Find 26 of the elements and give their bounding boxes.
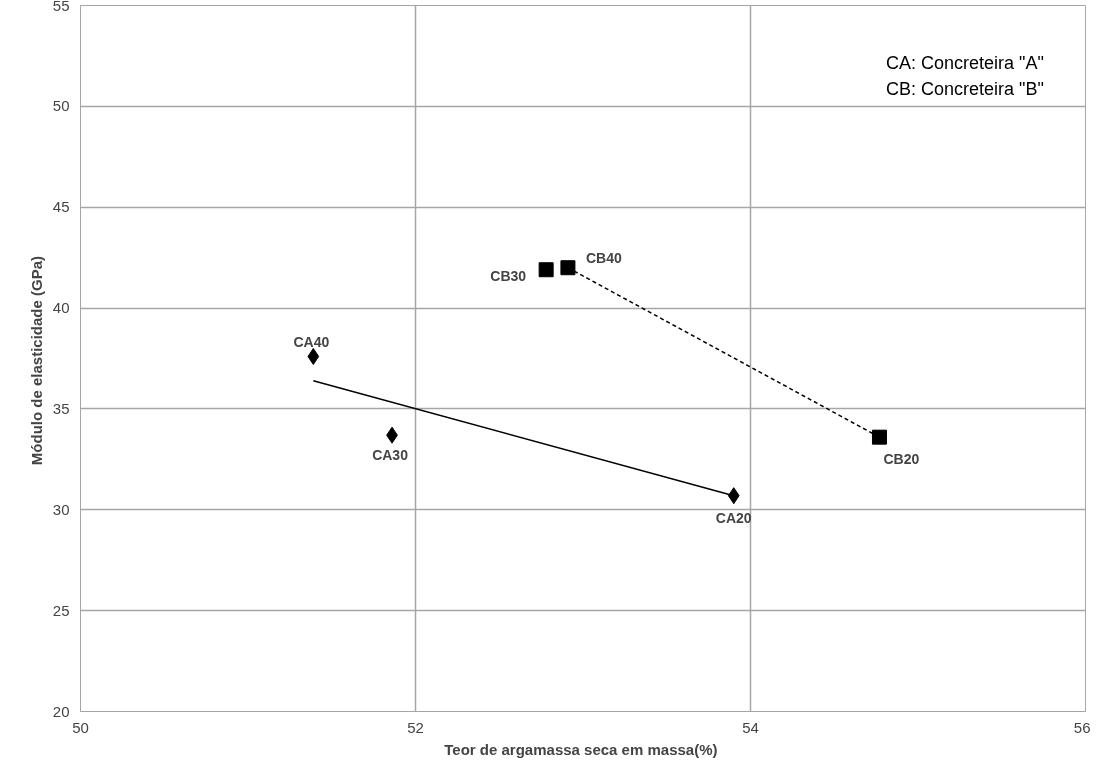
y-axis-title: Módulo de elasticidade (GPa)	[27, 255, 45, 466]
x-tick-label: 52	[407, 718, 424, 736]
x-tick-label: 54	[742, 718, 759, 736]
annotation: CB30	[490, 267, 527, 284]
y-tick-label: 20	[52, 702, 70, 720]
point	[560, 260, 576, 276]
y-tick-label: 50	[52, 97, 70, 115]
y-tick-label: 55	[52, 0, 70, 14]
annotation: CA30	[372, 447, 409, 464]
y-tick-label: 45	[52, 198, 70, 216]
y-tick-label: 25	[52, 601, 70, 619]
point	[538, 262, 554, 278]
annotation: CB40	[585, 249, 622, 266]
point	[727, 487, 740, 505]
x-axis-title: Teor de argamassa seca em massa(%)	[444, 740, 718, 758]
point	[871, 429, 887, 445]
annotation: CA20	[715, 509, 752, 526]
annotation: CB20	[883, 451, 920, 468]
y-tick-label: 35	[52, 399, 70, 417]
annotation: CA: Concreteira "A" CB: Concreteira "B"	[885, 53, 1044, 100]
x-tick-label: 50	[72, 718, 89, 736]
point	[307, 347, 320, 365]
annotation: CA40	[293, 334, 330, 351]
y-tick-label: 40	[52, 299, 70, 317]
y-tick-label: 30	[52, 500, 70, 518]
x-tick-label: 56	[1073, 718, 1091, 736]
